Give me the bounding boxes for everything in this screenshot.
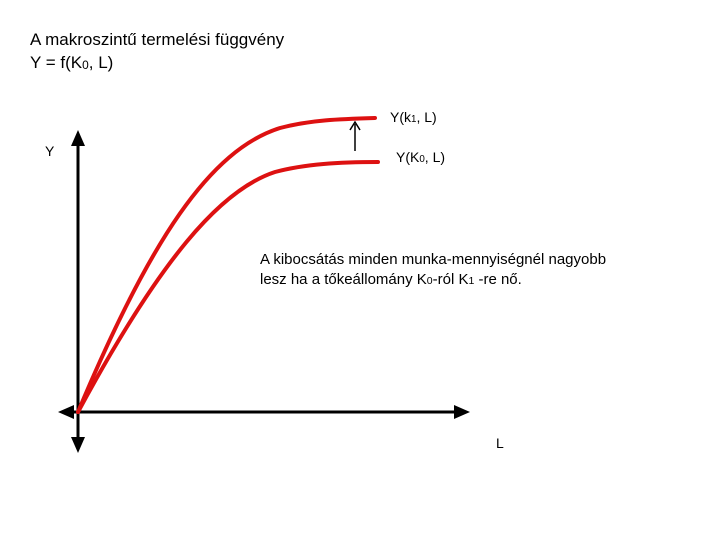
note-line-2-sub-2: 1 — [468, 275, 475, 288]
slide-title: A makroszintű termelési függvény — [30, 30, 285, 49]
x-axis-arrowhead-left — [58, 405, 74, 419]
curve-lower — [76, 160, 380, 414]
curve-lower-prefix: Y(K — [396, 149, 420, 165]
production-function-formula: Y = f(K0, L) — [30, 53, 113, 73]
arrow-up-icon — [349, 120, 361, 151]
curve-upper-subscript: 1 — [411, 114, 417, 126]
curve-upper-suffix: , L) — [416, 109, 437, 125]
x-axis-label: L — [496, 435, 504, 451]
note-line-2-sub-1: 0 — [426, 275, 433, 288]
note-line-1: A kibocsátás minden munka-mennyiségnél n… — [260, 251, 607, 268]
curve-lower-subscript: 0 — [419, 154, 425, 166]
curve-lower-suffix: , L) — [424, 149, 446, 165]
curve-upper — [76, 116, 377, 414]
note-line-2-c: -re nő. — [474, 270, 522, 288]
note-line-2-b: -ról K — [432, 270, 469, 288]
x-axis-arrowhead-right — [454, 405, 470, 419]
y-axis-arrowhead-up — [71, 130, 85, 146]
formula-subscript: 0 — [82, 57, 89, 72]
formula-suffix: , L) — [88, 53, 114, 72]
note-line-2: lesz ha a tőkeállomány K0-ról K1 -re nő. — [260, 270, 660, 290]
curve-upper-label: Y(k1, L) — [390, 109, 437, 125]
curve-lower-label: Y(K0, L) — [396, 149, 445, 165]
y-axis-arrowhead-down — [71, 437, 85, 453]
y-axis-label: Y — [45, 143, 55, 159]
explanation-note: A kibocsátás minden munka-mennyiségnél n… — [260, 250, 660, 289]
formula-prefix: Y = f(K — [30, 53, 83, 72]
curve-upper-prefix: Y(k — [390, 109, 411, 125]
note-line-2-a: lesz ha a tőkeállomány K — [260, 270, 427, 288]
